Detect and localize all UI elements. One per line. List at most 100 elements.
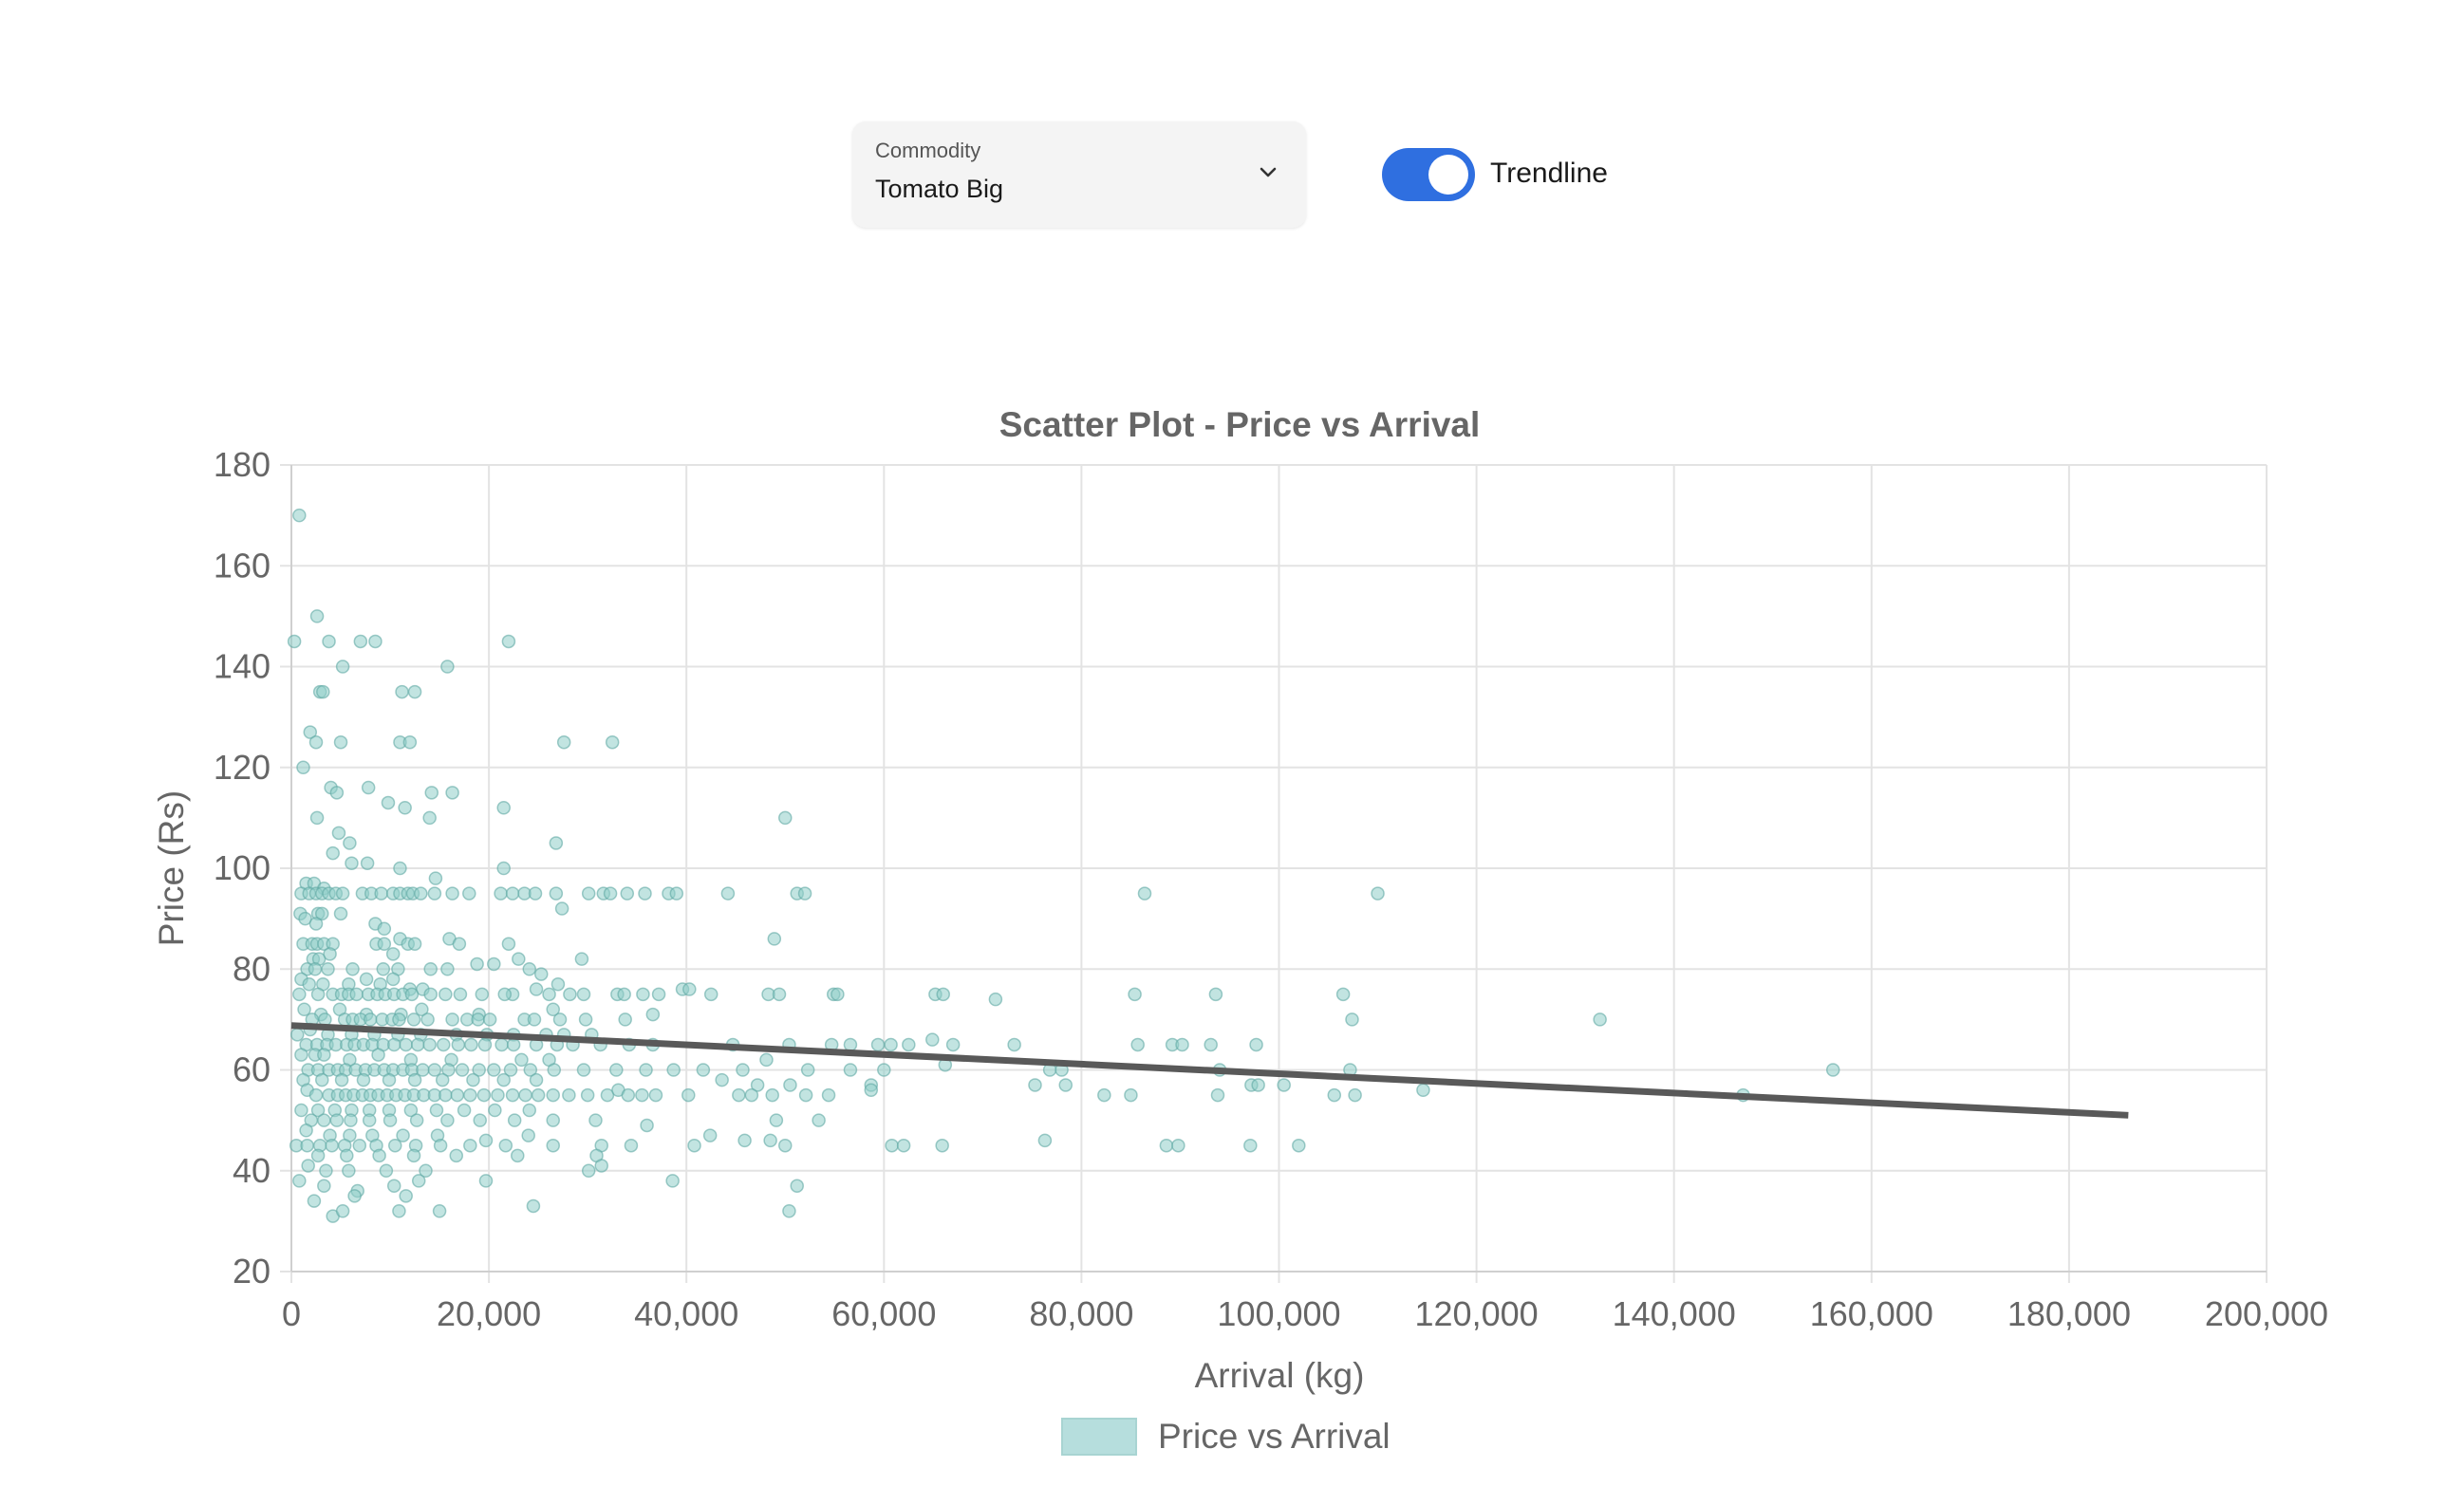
data-point [407, 1072, 422, 1087]
data-point [385, 947, 401, 961]
data-point [376, 962, 391, 976]
data-point [498, 1138, 513, 1153]
data-point [309, 609, 325, 623]
data-point [462, 886, 476, 901]
data-point [427, 886, 442, 901]
y-tick-label: 120 [214, 748, 271, 787]
data-point [292, 1174, 307, 1188]
data-point [576, 1063, 591, 1077]
data-point [487, 1063, 501, 1077]
y-tick-label: 100 [214, 848, 271, 887]
data-point [594, 1159, 608, 1173]
data-point [1277, 1078, 1291, 1092]
data-point [529, 1072, 544, 1087]
data-point [896, 1138, 911, 1153]
data-point [1825, 1063, 1840, 1077]
data-point [297, 1002, 311, 1016]
data-point [665, 1174, 680, 1188]
data-point [407, 684, 422, 699]
data-point [682, 982, 697, 996]
data-point [703, 987, 719, 1002]
data-point [487, 957, 501, 972]
data-point [681, 1087, 696, 1103]
data-point [720, 886, 736, 901]
data-point [403, 1103, 419, 1118]
data-point [451, 1037, 466, 1052]
trendline-toggle[interactable] [1382, 148, 1475, 201]
data-point [298, 911, 312, 926]
data-point [385, 972, 401, 987]
data-point [563, 987, 577, 1002]
y-tick-label: 160 [214, 546, 271, 585]
data-point [294, 1048, 308, 1062]
data-point [440, 962, 455, 976]
data-point [1243, 1138, 1258, 1153]
grid-lines [280, 464, 2268, 1283]
data-point [600, 1087, 615, 1103]
data-point [353, 634, 368, 649]
x-tick-label: 60,000 [831, 1294, 936, 1333]
data-point [371, 1048, 385, 1062]
data-point [1037, 1133, 1053, 1148]
data-point [381, 795, 396, 810]
data-point [1593, 1012, 1607, 1027]
data-point [1130, 1037, 1145, 1052]
data-point [505, 886, 520, 901]
data-point [736, 1063, 750, 1077]
data-point [415, 1002, 429, 1016]
data-point [445, 886, 459, 901]
data-point [750, 1078, 765, 1092]
data-point [547, 1063, 562, 1077]
y-tick-label: 80 [233, 949, 271, 988]
data-point [406, 1148, 421, 1163]
data-point [315, 1072, 329, 1087]
data-point [292, 987, 307, 1002]
data-point [945, 1037, 961, 1052]
y-tick-label: 20 [233, 1252, 271, 1291]
data-point [331, 826, 346, 841]
data-point [1416, 1083, 1430, 1097]
data-point [1249, 1037, 1263, 1052]
data-point [581, 886, 596, 901]
data-point [441, 1063, 456, 1077]
data-point [666, 1063, 681, 1077]
data-point [496, 1072, 511, 1087]
data-point [361, 780, 376, 795]
data-point [1175, 1037, 1189, 1052]
data-point [744, 1087, 759, 1103]
data-point [323, 947, 337, 961]
data-point [356, 1072, 371, 1087]
x-axis-label: Arrival (kg) [1195, 1356, 1365, 1395]
data-point [455, 1063, 470, 1077]
data-point [359, 972, 374, 987]
data-point [432, 1204, 447, 1218]
data-point [506, 1037, 521, 1052]
data-point [549, 886, 564, 901]
data-point [404, 987, 420, 1002]
data-point [289, 1028, 305, 1042]
x-tick-label: 40,000 [634, 1294, 738, 1333]
data-point [301, 1159, 315, 1173]
data-point [424, 786, 439, 800]
data-point [321, 962, 335, 976]
data-point [549, 836, 564, 850]
data-point [420, 1012, 435, 1027]
data-point [445, 1012, 459, 1027]
data-point [407, 937, 422, 951]
data-point [386, 1179, 401, 1193]
data-point [497, 987, 512, 1002]
chart-legend[interactable]: Price vs Arrival [1061, 1416, 1391, 1458]
data-point [478, 1133, 494, 1148]
commodity-select[interactable]: Commodity Tomato Big [852, 121, 1306, 228]
data-point [299, 1124, 313, 1138]
data-point [588, 1113, 603, 1127]
x-tick-label: 180,000 [2007, 1294, 2131, 1333]
data-point [651, 987, 666, 1002]
data-point [778, 1138, 793, 1153]
data-point [935, 1138, 949, 1153]
data-point [449, 1148, 464, 1163]
data-point [526, 1198, 541, 1214]
data-point [303, 725, 318, 739]
data-point [783, 1078, 797, 1092]
data-point [581, 1163, 596, 1178]
